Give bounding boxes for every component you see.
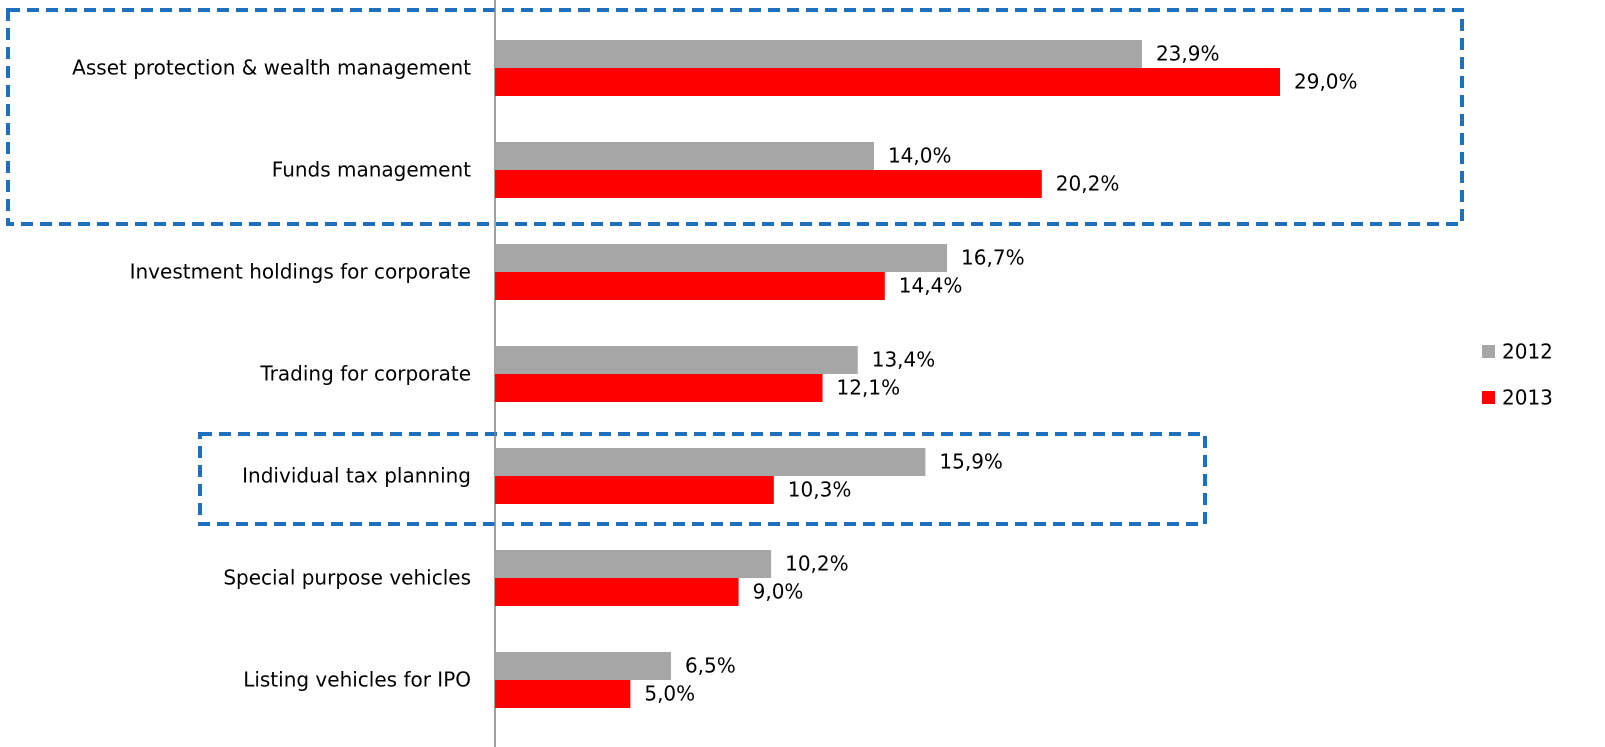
value-label: 6,5%	[685, 654, 736, 678]
highlight-box	[198, 432, 1207, 526]
bar	[495, 578, 739, 606]
value-label: 12,1%	[837, 376, 901, 400]
bar	[495, 346, 858, 374]
legend-label: 2012	[1502, 340, 1553, 364]
legend-label: 2013	[1502, 386, 1553, 410]
value-label: 15,9%	[939, 450, 1003, 474]
bar	[495, 680, 631, 708]
value-label: 16,7%	[961, 246, 1025, 270]
category-label: Investment holdings for corporate	[130, 260, 471, 284]
bar	[495, 40, 1142, 68]
value-label: 29,0%	[1294, 70, 1358, 94]
bar	[495, 272, 885, 300]
bar	[495, 170, 1042, 198]
bar	[495, 652, 671, 680]
category-label: Individual tax planning	[242, 464, 471, 488]
value-label: 5,0%	[644, 682, 695, 706]
value-label: 14,4%	[899, 274, 963, 298]
value-label: 23,9%	[1156, 42, 1220, 66]
bar	[495, 448, 926, 476]
legend-swatch	[1482, 391, 1495, 404]
category-label: Special purpose vehicles	[223, 566, 471, 590]
value-label: 14,0%	[888, 144, 952, 168]
bar	[495, 68, 1280, 96]
value-label: 10,2%	[785, 552, 849, 576]
value-label: 20,2%	[1056, 172, 1120, 196]
highlight-box	[6, 8, 1464, 226]
bar	[495, 244, 948, 272]
category-label: Trading for corporate	[259, 362, 471, 386]
legend-swatch	[1482, 345, 1495, 358]
value-label: 9,0%	[753, 580, 804, 604]
bar	[495, 374, 823, 402]
value-label: 13,4%	[872, 348, 936, 372]
bar	[495, 550, 772, 578]
bar	[495, 476, 774, 504]
bar	[495, 142, 874, 170]
value-label: 10,3%	[788, 478, 852, 502]
category-label: Funds management	[272, 158, 471, 182]
category-label: Asset protection & wealth management	[72, 56, 471, 80]
category-label: Listing vehicles for IPO	[243, 668, 471, 692]
